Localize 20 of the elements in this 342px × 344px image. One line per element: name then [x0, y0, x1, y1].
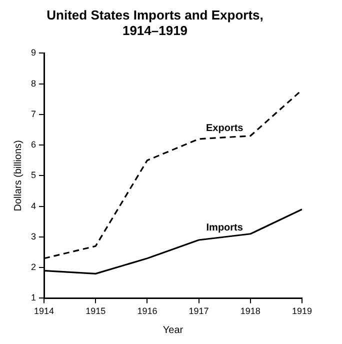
y-tick-label: 4	[30, 200, 36, 211]
x-axis-title: Year	[162, 324, 184, 336]
y-tick-label: 7	[30, 108, 36, 119]
x-tick-label: 1915	[86, 306, 106, 316]
x-tick-label: 1917	[188, 306, 209, 316]
y-tick-label: 9	[30, 48, 36, 58]
y-axis-title: Dollars (billions)	[12, 140, 24, 212]
x-tick-label: 1914	[34, 306, 54, 316]
y-tick-label: 3	[30, 231, 36, 242]
x-tick-label: 1918	[240, 306, 260, 316]
chart-title: United States Imports and Exports, 1914–1919	[46, 7, 264, 38]
series-label: Imports	[206, 222, 244, 234]
x-tick-label: 1919	[292, 306, 312, 316]
y-tick-label: 1	[30, 292, 36, 303]
y-tick-label: 2	[30, 262, 36, 272]
series-label: Exports	[206, 123, 244, 134]
y-tick-label: 5	[30, 170, 36, 180]
x-tick-label: 1916	[137, 306, 158, 316]
y-tick-label: 8	[30, 78, 36, 88]
y-tick-label: 6	[30, 140, 36, 150]
